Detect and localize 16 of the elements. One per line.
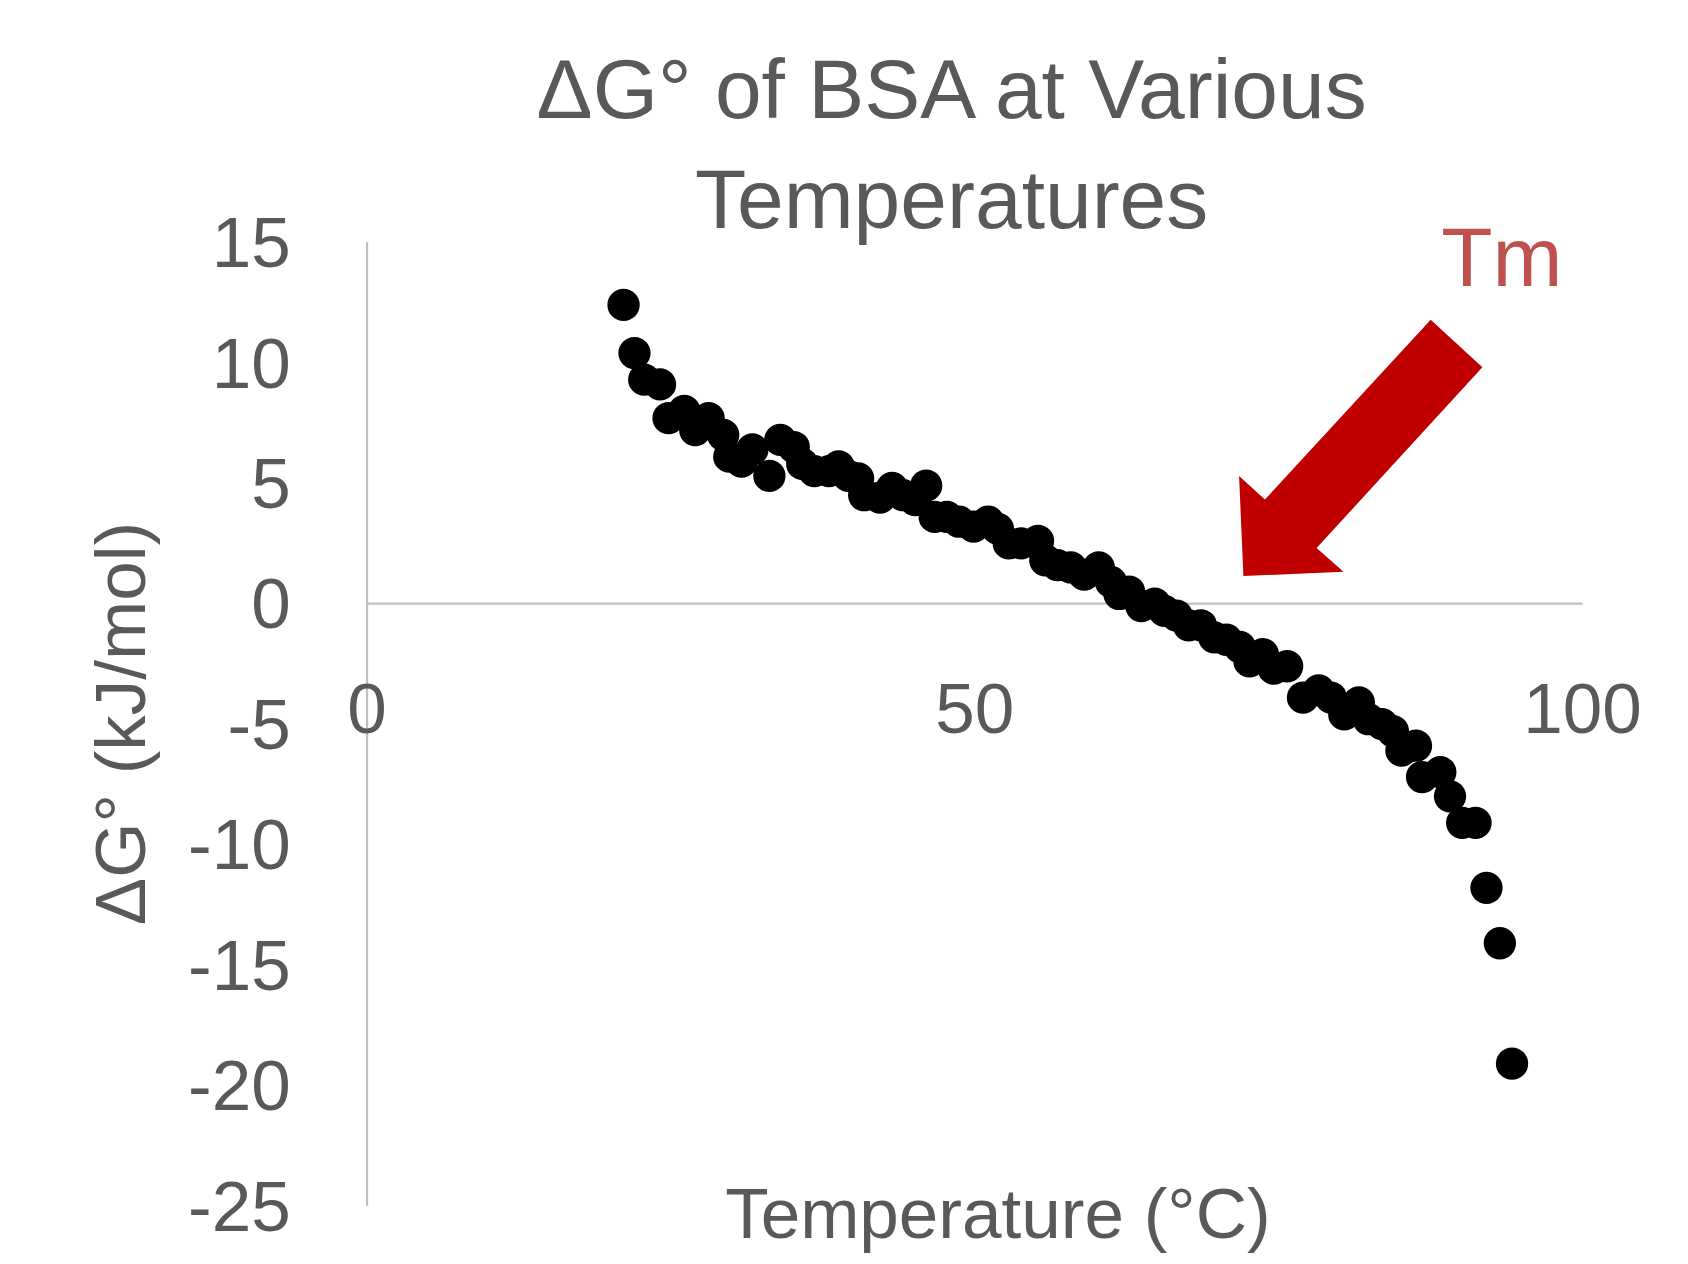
y-tick-label: 15 xyxy=(211,203,291,283)
y-tick-label: 5 xyxy=(251,444,291,524)
y-tick-label: -25 xyxy=(187,1166,291,1246)
chart-title: ΔG° of BSA at Various Temperatures xyxy=(536,42,1367,247)
x-tick-label: 50 xyxy=(935,668,1015,748)
x-tick-label: 0 xyxy=(347,668,387,748)
y-tick-label: -15 xyxy=(187,925,291,1005)
y-tick-label: -5 xyxy=(227,684,291,764)
y-tick-label: 0 xyxy=(251,564,291,644)
y-axis-title: ΔG° (kJ/mol) xyxy=(81,521,161,926)
x-axis-title: Temperature (°C) xyxy=(725,1174,1271,1254)
annotation: Tm xyxy=(1441,210,1563,305)
y-tick-label: 10 xyxy=(211,323,291,403)
y-tick-label: -10 xyxy=(187,805,291,885)
x-tick-label: 100 xyxy=(1523,668,1642,748)
y-tick-label: -20 xyxy=(187,1046,291,1126)
